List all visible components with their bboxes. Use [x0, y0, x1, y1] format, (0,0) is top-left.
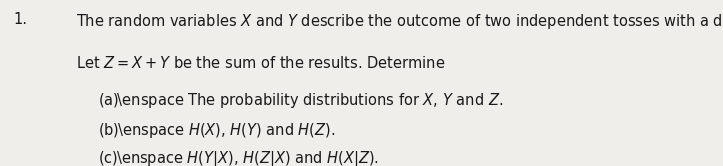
- Text: Let $Z = X + Y$ be the sum of the results. Determine: Let $Z = X + Y$ be the sum of the result…: [76, 55, 445, 71]
- Text: (c)\enspace $H(Y|X)$, $H(Z|X)$ and $H(X|Z)$.: (c)\enspace $H(Y|X)$, $H(Z|X)$ and $H(X|…: [98, 149, 379, 166]
- Text: 1.: 1.: [13, 12, 27, 27]
- Text: (a)\enspace The probability distributions for $X$, $Y$ and $Z$.: (a)\enspace The probability distribution…: [98, 91, 502, 110]
- Text: (b)\enspace $H(X)$, $H(Y)$ and $H(Z)$.: (b)\enspace $H(X)$, $H(Y)$ and $H(Z)$.: [98, 121, 335, 140]
- Text: The random variables $X$ and $Y$ describe the outcome of two independent tosses : The random variables $X$ and $Y$ describ…: [76, 12, 723, 31]
